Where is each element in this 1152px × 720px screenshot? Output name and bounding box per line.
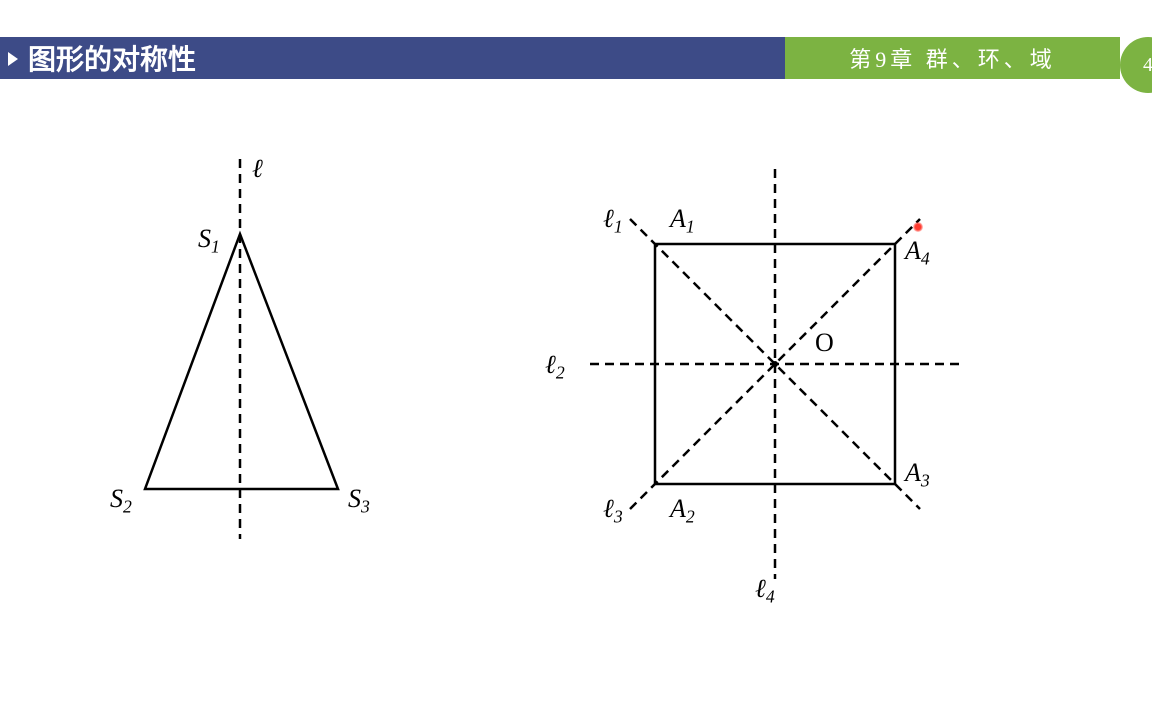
- svg-text:A2: A2: [668, 494, 695, 527]
- laser-pointer-icon: [913, 222, 923, 232]
- svg-text:ℓ4: ℓ4: [755, 574, 775, 607]
- svg-text:ℓ3: ℓ3: [603, 494, 623, 527]
- triangle-diagram: ℓ S1 S2 S3: [100, 159, 400, 579]
- play-icon: [8, 52, 18, 66]
- svg-text:O: O: [815, 328, 834, 357]
- svg-text:A3: A3: [903, 458, 930, 491]
- svg-text:ℓ: ℓ: [252, 159, 263, 183]
- slide-header: 图形的对称性 第9章 群、环、域 4: [0, 37, 1152, 79]
- chapter-label: 第9章 群、环、域: [785, 37, 1120, 79]
- svg-text:ℓ1: ℓ1: [603, 204, 623, 237]
- slide-title: 图形的对称性: [28, 38, 196, 78]
- svg-text:A4: A4: [903, 236, 930, 269]
- svg-text:S3: S3: [348, 484, 370, 517]
- svg-text:S2: S2: [110, 484, 132, 517]
- svg-text:ℓ2: ℓ2: [545, 350, 565, 383]
- svg-text:A1: A1: [668, 204, 695, 237]
- svg-text:S1: S1: [198, 224, 220, 257]
- diagram-stage: ℓ S1 S2 S3 ℓ1 ℓ2 ℓ3 ℓ4 A1 A2 A3 A4 O: [0, 79, 1152, 720]
- header-main-bar: 图形的对称性: [0, 37, 785, 79]
- square-diagram: ℓ1ℓ2ℓ3ℓ4A1A2A3A4O: [560, 159, 1000, 629]
